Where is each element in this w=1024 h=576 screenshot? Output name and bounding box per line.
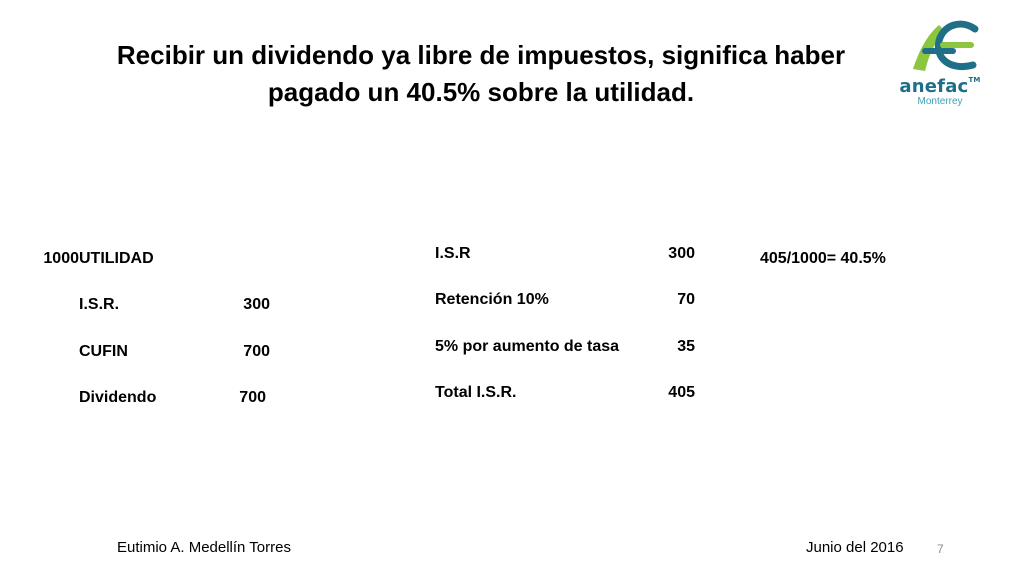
table-row: Dividendo 700 — [79, 388, 266, 408]
row-value: 405 — [668, 384, 695, 401]
anefac-logo-mark-icon — [913, 20, 979, 71]
row-value: 300 — [243, 296, 270, 313]
row-value: 300 — [668, 245, 695, 262]
footer-author: Eutimio A. Medellín Torres — [117, 539, 291, 556]
row-label: I.S.R. — [79, 296, 120, 313]
slide-title-line-2: pagado un 40.5% sobre la utilidad. — [267, 77, 695, 107]
row-label: Dividendo — [79, 389, 157, 406]
table-row: I.S.R. 300 — [79, 295, 270, 315]
row-value: 700 — [243, 343, 270, 360]
isr-breakdown-table: I.S.R 300 Retención 10% 70 5% por aument… — [435, 244, 695, 414]
table-row: Total I.S.R. 405 — [435, 383, 695, 403]
slide-page-number: 7 — [937, 542, 944, 556]
row-label: Total I.S.R. — [435, 384, 517, 401]
row-label: 5% por aumento de tasa — [435, 338, 620, 355]
slide-title: Recibir un dividendo ya libre de impuest… — [110, 37, 852, 111]
logo-subtitle: Monterrey — [917, 96, 963, 107]
logo-trademark: TM — [968, 76, 981, 84]
tax-ratio-text: 405/1000= 40.5% — [760, 250, 886, 267]
table-row: 5% por aumento de tasa 35 — [435, 337, 695, 357]
logo-brand-name: anefac — [899, 76, 969, 97]
slide-title-line-1: Recibir un dividendo ya libre de impuest… — [116, 40, 846, 70]
row-value: 700 — [239, 389, 266, 406]
row-value: 1000 — [43, 250, 79, 267]
row-label: UTILIDAD — [79, 250, 154, 267]
table-row: CUFIN 700 — [79, 342, 270, 362]
row-value: 35 — [677, 338, 695, 355]
row-label: Retención 10% — [435, 291, 549, 308]
anefac-logo: anefacTM Monterrey — [893, 13, 987, 107]
footer-date: Junio del 2016 — [806, 539, 904, 556]
row-label: I.S.R — [435, 245, 471, 262]
row-value: 70 — [677, 291, 695, 308]
row-label: CUFIN — [79, 343, 128, 360]
logo-brand-text: anefacTM — [893, 76, 987, 97]
table-row: Retención 10% 70 — [435, 290, 695, 310]
profit-breakdown-table: UTILIDAD 1000 I.S.R. 300 CUFIN 700 Divid… — [43, 249, 270, 419]
table-row: I.S.R 300 — [435, 244, 695, 264]
